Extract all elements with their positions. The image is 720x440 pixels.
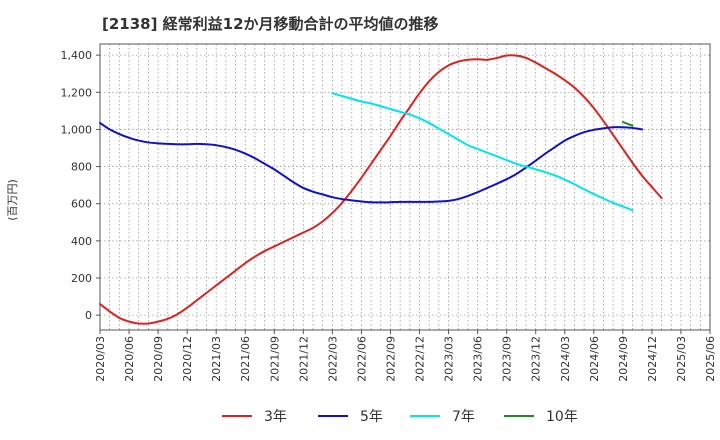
x-tick-label: 2022/12: [414, 336, 427, 382]
series-line-2: [99, 121, 644, 204]
x-tick-label: 2024/09: [617, 336, 630, 382]
x-tick-label: 2021/12: [297, 336, 310, 382]
y-tick-label: 800: [71, 161, 92, 174]
x-tick-label: 2023/03: [443, 336, 456, 382]
x-tick-label: 2024/06: [588, 336, 601, 382]
y-axis-label: (百万円): [6, 179, 19, 221]
x-tick-label: 2020/03: [94, 336, 107, 382]
x-tick-label: 2025/03: [675, 336, 688, 382]
y-tick-label: 1,000: [61, 123, 93, 136]
x-tick-label: 2024/03: [559, 336, 572, 382]
chart-title: [2138] 経常利益12か月移動合計の平均値の推移: [102, 15, 439, 33]
x-tick-label: 2021/09: [268, 336, 281, 382]
x-tick-label: 2022/03: [326, 336, 339, 382]
x-tick-label: 2022/06: [355, 336, 368, 382]
x-tick-label: 2020/09: [152, 336, 165, 382]
x-tick-label: 2020/06: [123, 336, 136, 382]
y-tick-label: 0: [85, 309, 92, 322]
x-tick-label: 2020/12: [181, 336, 194, 382]
x-tick-label: 2023/09: [501, 336, 514, 382]
legend: 3年 5年 7年 10年: [222, 409, 578, 425]
plot-frame: [99, 43, 711, 331]
legend-label-1: 3年: [264, 409, 287, 425]
x-tick-label: 2021/06: [239, 336, 252, 382]
y-axis: 0 200 400 600 800 1,000 1,200 1,400: [61, 49, 100, 322]
grid: [100, 44, 710, 330]
y-tick-label: 200: [71, 272, 92, 285]
x-tick-label: 2024/12: [646, 336, 659, 382]
x-tick-label: 2025/06: [704, 336, 717, 382]
y-tick-label: 400: [71, 235, 92, 248]
series-line-1: [99, 54, 663, 325]
legend-label-2: 5年: [360, 409, 383, 425]
x-tick-label: 2023/06: [472, 336, 485, 382]
y-tick-label: 1,400: [61, 49, 93, 62]
legend-label-4: 10年: [546, 409, 578, 425]
y-tick-label: 1,200: [61, 86, 93, 99]
x-tick-label: 2023/12: [530, 336, 543, 382]
series-line-3: [331, 92, 634, 212]
series-lines: [99, 54, 663, 325]
y-tick-label: 600: [71, 198, 92, 211]
legend-label-3: 7年: [452, 409, 475, 425]
series-line-4: [621, 121, 634, 127]
x-tick-label: 2022/09: [384, 336, 397, 382]
x-tick-label: 2021/03: [210, 336, 223, 382]
x-axis: 2020/03 2020/06 2020/09 2020/12 2021/03 2021/…: [94, 330, 717, 382]
